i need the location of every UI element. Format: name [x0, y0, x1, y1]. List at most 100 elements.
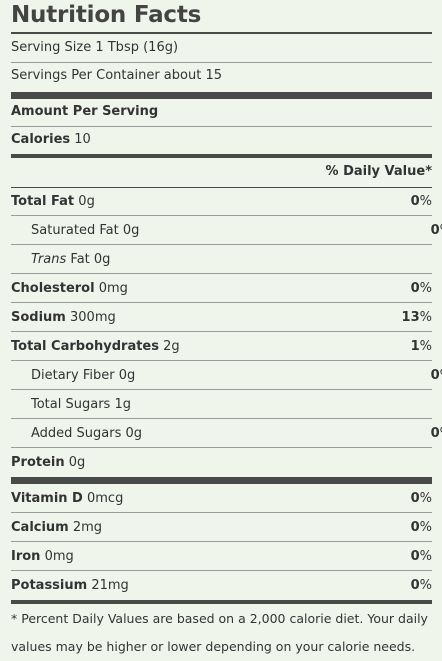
- thick-rule-top: [11, 92, 432, 99]
- nutrient-row: Total Fat 0g 0%: [11, 194, 432, 210]
- vitamin-row: Calcium 2mg 0%: [11, 520, 432, 536]
- daily-value-percent: 0%: [411, 281, 432, 297]
- daily-value-number: 0: [410, 281, 420, 296]
- daily-value-symbol: %: [440, 223, 442, 238]
- nutrient-row: Total Carbohydrates 2g 1%: [11, 339, 432, 355]
- nutrient-amount: 0g: [78, 194, 95, 209]
- daily-value-number: 0: [410, 194, 420, 209]
- servings-per-container: Servings Per Container about 15: [11, 68, 222, 83]
- serving-size: Serving Size 1 Tbsp (16g): [11, 40, 179, 55]
- nutrient-row: Saturated Fat 0g 0%: [11, 223, 442, 239]
- nutrient-name: Sodium: [11, 310, 66, 325]
- nutrient-name: Saturated Fat: [31, 223, 119, 238]
- daily-value-number: 0: [430, 223, 440, 238]
- daily-value-rule: [11, 187, 432, 188]
- nutrient-row: Added Sugars 0g 0%: [11, 426, 442, 442]
- footnote-rule: [11, 600, 432, 604]
- nutrient-amount: 0mg: [98, 281, 128, 296]
- daily-value-symbol: %: [419, 491, 432, 506]
- row-divider: [11, 447, 432, 448]
- daily-value-percent: 1%: [411, 339, 432, 355]
- vitamin-row: Potassium 21mg 0%: [11, 578, 432, 594]
- nutrient-name: Added Sugars: [31, 426, 122, 441]
- daily-value-symbol: %: [440, 368, 442, 383]
- nutrient-row: Trans Fat 0g: [11, 252, 442, 268]
- nutrient-row: Total Sugars 1g: [11, 397, 442, 413]
- row-divider: [11, 570, 432, 571]
- nutrient-name: Iron: [11, 549, 41, 564]
- title-rule: [11, 32, 432, 34]
- nutrient-name: Cholesterol: [11, 281, 95, 296]
- nutrient-name: Calcium: [11, 520, 69, 535]
- nutrient-amount: 300mg: [70, 310, 116, 325]
- vitamin-row: Vitamin D 0mcg 0%: [11, 491, 432, 507]
- footnote-line-1: * Percent Daily Values are based on a 2,…: [11, 611, 428, 626]
- row-divider: [11, 244, 432, 245]
- daily-value-percent: 0%: [411, 578, 432, 594]
- vitamin-row: Iron 0mg 0%: [11, 549, 432, 565]
- daily-value-number: 0: [410, 491, 420, 506]
- daily-value-symbol: %: [419, 520, 432, 535]
- nutrient-row: Protein 0g: [11, 455, 432, 471]
- nutrient-amount: 0mg: [44, 549, 74, 564]
- row-divider: [11, 215, 432, 216]
- nutrient-amount: 2mg: [72, 520, 103, 535]
- daily-value-percent: 0%: [431, 426, 442, 442]
- daily-value-number: 0: [430, 368, 440, 383]
- nutrient-amount: 0g: [68, 455, 86, 470]
- nutrient-name: Total Fat: [11, 194, 75, 209]
- nutrient-name: Total Carbohydrates: [11, 339, 159, 354]
- label-title: Nutrition Facts: [11, 2, 202, 28]
- row-divider: [11, 541, 432, 542]
- daily-value-symbol: %: [419, 578, 432, 593]
- nutrient-amount: 0g: [118, 368, 136, 383]
- daily-value-symbol: %: [419, 281, 432, 296]
- daily-value-number: 0: [410, 520, 420, 535]
- daily-value-percent: 0%: [431, 223, 442, 239]
- nutrient-amount: 0mcg: [87, 491, 124, 506]
- calories-label: Calories: [11, 132, 71, 147]
- daily-value-number: 13: [401, 310, 420, 325]
- nutrient-row: Sodium 300mg 13%: [11, 310, 432, 326]
- nutrient-name: Vitamin D: [11, 491, 83, 506]
- daily-value-symbol: %: [419, 310, 432, 325]
- daily-value-percent: 0%: [411, 491, 432, 507]
- row-divider: [11, 331, 432, 332]
- daily-value-percent: 13%: [402, 310, 432, 326]
- nutrient-name: Protein: [11, 455, 65, 470]
- row-divider: [11, 512, 432, 513]
- nutrient-amount: 1g: [114, 397, 131, 412]
- daily-value-symbol: %: [419, 339, 432, 354]
- daily-value-number: 0: [430, 426, 440, 441]
- daily-value-percent: 0%: [431, 368, 442, 384]
- nutrient-row: Dietary Fiber 0g 0%: [11, 368, 442, 384]
- calories-rule: [11, 154, 432, 158]
- footnote-line-2: values may be higher or lower depending …: [11, 639, 416, 654]
- row-divider: [11, 360, 432, 361]
- nutrient-row: Cholesterol 0mg 0%: [11, 281, 432, 297]
- daily-value-number: 0: [410, 549, 420, 564]
- nutrient-name-suffix: Fat: [70, 252, 90, 267]
- amount-divider: [11, 126, 432, 127]
- daily-value-number: 0: [410, 578, 420, 593]
- daily-value-percent: 0%: [411, 520, 432, 536]
- daily-value-symbol: %: [440, 426, 442, 441]
- nutrient-name: Potassium: [11, 578, 88, 593]
- nutrient-amount: 2g: [163, 339, 180, 354]
- nutrient-amount: 0g: [122, 223, 140, 238]
- nutrient-amount: 21mg: [91, 578, 129, 593]
- daily-value-symbol: %: [419, 549, 432, 564]
- row-divider: [11, 302, 432, 303]
- daily-value-number: 1: [410, 339, 420, 354]
- nutrient-amount: 0g: [125, 426, 143, 441]
- calories-value: 10: [74, 132, 91, 147]
- daily-value-percent: 0%: [411, 194, 432, 210]
- nutrient-name: Trans: [31, 252, 67, 267]
- serving-size-divider: [11, 62, 432, 63]
- row-divider: [11, 273, 432, 274]
- nutrient-name: Total Sugars: [31, 397, 111, 412]
- daily-value-symbol: %: [419, 194, 432, 209]
- daily-value-percent: 0%: [411, 549, 432, 565]
- row-divider: [11, 389, 432, 390]
